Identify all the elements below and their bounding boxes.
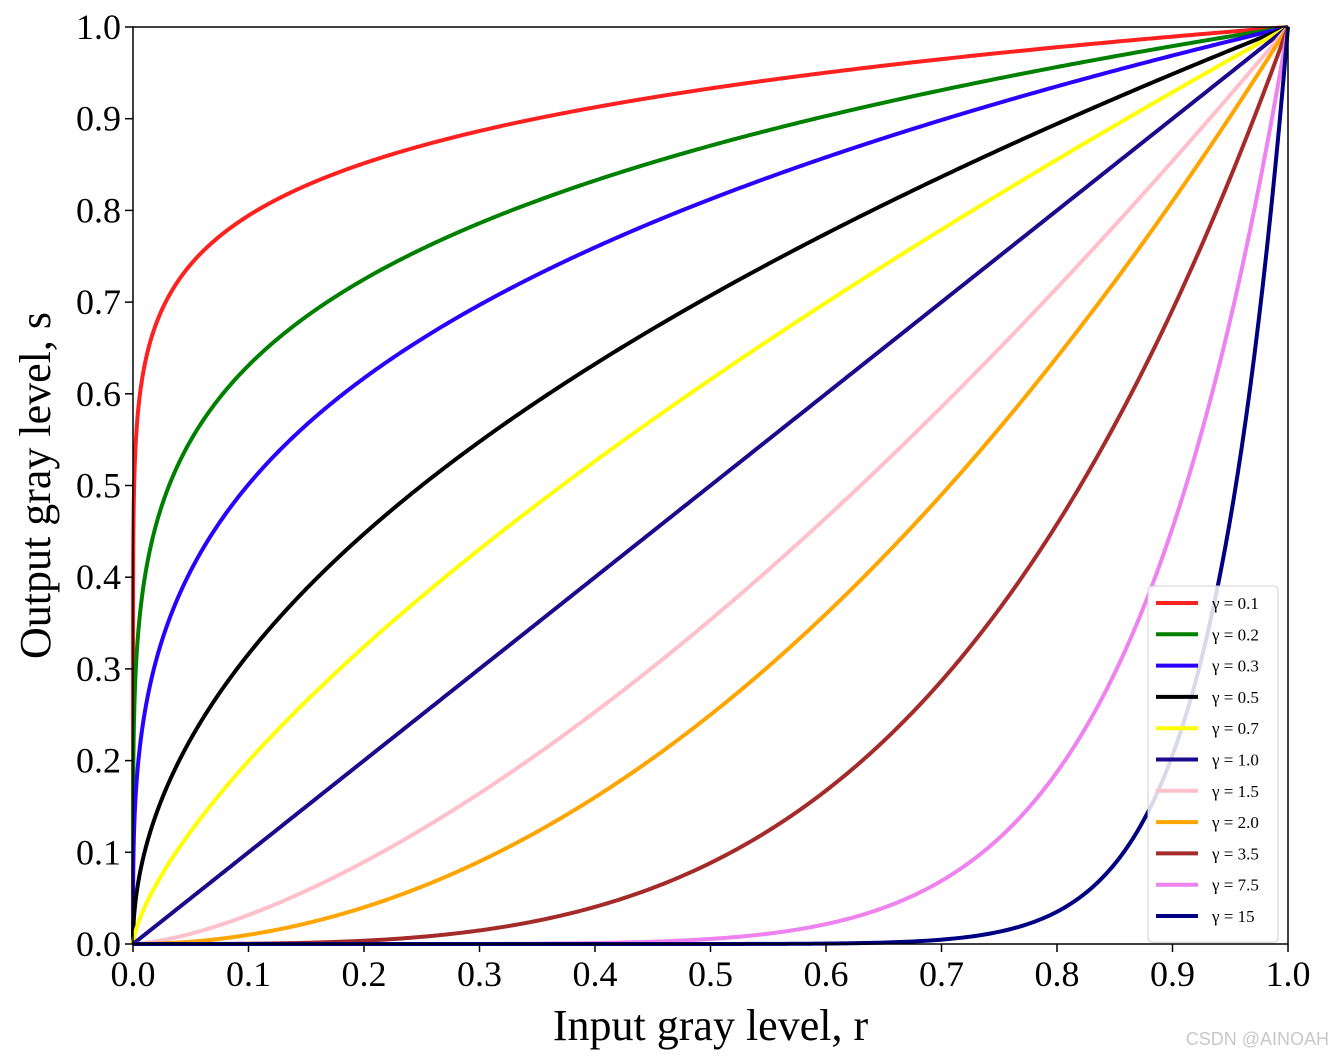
x-tick-label: 0.5 — [688, 954, 733, 994]
y-tick-label: 0.5 — [76, 466, 121, 506]
y-tick-label: 0.3 — [76, 649, 121, 689]
legend-label: γ = 0.2 — [1211, 625, 1259, 644]
legend-label: γ = 2.0 — [1211, 813, 1259, 832]
y-axis-label: Output gray level, s — [11, 312, 60, 659]
series-line-6 — [131, 25, 1290, 946]
legend-label: γ = 0.1 — [1211, 594, 1259, 613]
y-tick-label: 0.9 — [76, 99, 121, 139]
x-tick-label: 0.8 — [1035, 954, 1080, 994]
legend-label: γ = 1.0 — [1211, 751, 1259, 770]
series-line-3 — [131, 25, 1289, 946]
curves-group — [131, 25, 1290, 946]
legend-label: γ = 0.5 — [1211, 688, 1259, 707]
x-tick-label: 0.7 — [919, 954, 964, 994]
legend-label: γ = 0.7 — [1211, 719, 1259, 738]
y-tick-label: 0.7 — [76, 282, 121, 322]
x-tick-label: 1.0 — [1266, 954, 1311, 994]
legend-label: γ = 1.5 — [1211, 782, 1259, 801]
y-tick-label: 0.6 — [76, 374, 121, 414]
y-tick-label: 0.1 — [76, 832, 121, 872]
x-tick-label: 0.1 — [226, 954, 271, 994]
legend: γ = 0.1 γ = 0.2 γ = 0.3 γ = 0.5 γ = 0.7 γ = 1… — [1147, 585, 1279, 943]
legend-label: γ = 3.5 — [1211, 844, 1259, 863]
x-tick-label: 0.9 — [1150, 954, 1195, 994]
y-tick-label: 0.4 — [76, 557, 121, 597]
series-line-4 — [131, 25, 1289, 946]
x-axis: 0.0 0.1 0.2 0.3 0.4 0.5 0.6 0.7 0.8 0.9 1.0 — [111, 944, 1311, 994]
series-line-2 — [131, 25, 1289, 944]
watermark-text: CSDN @AINOAH — [1185, 1029, 1329, 1049]
series-line-0 — [131, 25, 1289, 944]
legend-label: γ = 7.5 — [1211, 876, 1259, 895]
x-tick-label: 0.4 — [573, 954, 618, 994]
y-tick-label: 1.0 — [76, 7, 121, 47]
x-tick-label: 0.0 — [111, 954, 156, 994]
y-tick-label: 0.2 — [76, 741, 121, 781]
legend-label: γ = 0.3 — [1211, 657, 1259, 676]
series-line-5 — [131, 25, 1290, 946]
series-line-1 — [131, 25, 1289, 944]
x-tick-label: 0.3 — [457, 954, 502, 994]
y-axis: 0.0 0.1 0.2 0.3 0.4 0.5 0.6 0.7 0.8 0.9 1.0 — [76, 7, 133, 964]
legend-label: γ = 15 — [1211, 907, 1255, 926]
y-tick-label: 0.8 — [76, 190, 121, 230]
y-tick-label: 0.0 — [76, 924, 121, 964]
x-axis-label: Input gray level, r — [553, 1001, 869, 1050]
x-tick-label: 0.2 — [342, 954, 387, 994]
x-tick-label: 0.6 — [804, 954, 849, 994]
